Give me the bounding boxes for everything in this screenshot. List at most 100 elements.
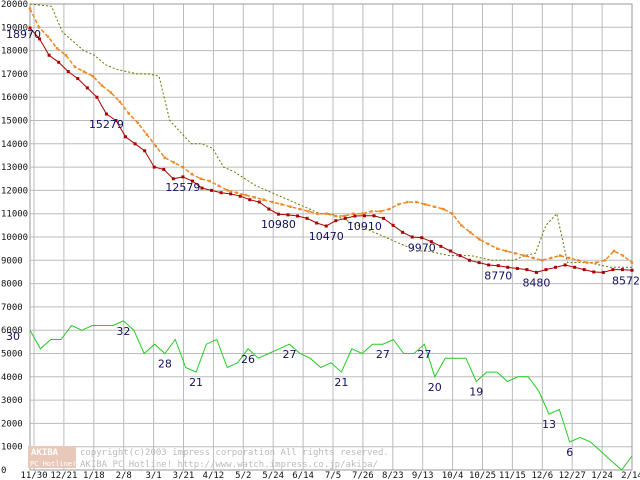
- data-point-min: [563, 263, 567, 267]
- data-point-avg: [280, 203, 283, 206]
- data-point-min: [152, 165, 156, 169]
- data-point-min: [410, 235, 414, 239]
- data-point-min: [181, 175, 185, 179]
- x-tick-label: 12/6: [531, 471, 553, 480]
- y-tick-label: 12000: [1, 186, 28, 196]
- data-point-avg: [361, 212, 364, 215]
- data-point-min: [66, 70, 70, 74]
- x-tick-label: 7/5: [325, 471, 341, 480]
- data-point-avg: [73, 65, 77, 69]
- data-point-avg: [612, 249, 616, 253]
- data-point-avg: [181, 165, 184, 169]
- y-tick-label: 1000: [1, 443, 23, 453]
- x-tick-label: 7/26: [352, 471, 374, 480]
- data-point-avg: [226, 189, 229, 192]
- data-point-min: [592, 270, 596, 274]
- data-point-min: [525, 268, 529, 272]
- data-point-min: [296, 214, 300, 218]
- y-tick-label: 15000: [1, 117, 28, 127]
- y-tick-label: 19000: [1, 23, 28, 33]
- x-tick-label: 4/12: [203, 471, 225, 480]
- watermark-logo-top: AKIBA: [31, 448, 59, 458]
- data-point-min: [353, 214, 357, 218]
- data-point-min: [544, 268, 548, 272]
- data-label-count: 27: [417, 348, 431, 361]
- data-point-avg: [567, 256, 571, 260]
- x-tick-label: 10/4: [442, 471, 464, 480]
- data-point-avg: [406, 200, 409, 204]
- x-tick-label: 5/24: [262, 471, 284, 480]
- data-point-avg: [397, 203, 400, 206]
- data-point-avg: [28, 7, 32, 10]
- data-label-min: 15279: [89, 118, 124, 131]
- data-point-avg: [505, 249, 508, 253]
- data-point-avg: [478, 238, 481, 241]
- data-point-min: [382, 216, 386, 220]
- watermark-url: AKIBA PC Hotline! http://www.watch.impre…: [80, 460, 378, 470]
- y-tick-label: 14000: [1, 140, 28, 150]
- data-point-min: [487, 263, 491, 267]
- x-axis: 11/30 12/21 1/18 2/8 3/1 3/21 4/12 5/2 5/24 6/14 7…: [20, 471, 640, 480]
- data-point-min: [248, 198, 252, 202]
- data-label-count: 26: [241, 353, 255, 366]
- series-lines: [28, 3, 634, 471]
- data-point-avg: [370, 210, 373, 213]
- data-point-avg: [522, 254, 526, 257]
- y-tick-label: 2000: [1, 419, 23, 429]
- data-point-min: [219, 191, 223, 195]
- series-line-min: [29, 27, 633, 273]
- data-label-count: 13: [542, 418, 556, 431]
- data-point-avg: [172, 161, 175, 164]
- data-point-min: [171, 177, 175, 181]
- data-label-count: 27: [282, 348, 296, 361]
- data-point-avg: [82, 70, 86, 73]
- y-tick-label: 5000: [1, 350, 23, 360]
- watermark-copyright: copyright(c)2003 impress corporation All…: [80, 448, 389, 458]
- data-point-avg: [145, 133, 149, 136]
- data-label-min: 10980: [261, 218, 296, 231]
- data-point-avg: [513, 252, 517, 255]
- data-point-min: [401, 230, 405, 234]
- data-point-avg: [289, 205, 292, 208]
- data-point-avg: [334, 214, 337, 218]
- data-point-avg: [531, 256, 535, 260]
- data-label-count: 28: [158, 358, 172, 371]
- data-point-avg: [253, 196, 256, 199]
- data-point-min: [506, 265, 510, 269]
- watermark: AKIBA PC Hotline! copyright(c)2003 impre…: [28, 446, 389, 470]
- data-point-avg: [603, 259, 607, 262]
- data-point-avg: [451, 212, 454, 215]
- data-point-avg: [585, 261, 589, 264]
- data-point-min: [229, 192, 233, 196]
- data-label-count: 27: [376, 348, 390, 361]
- data-label-count: 32: [116, 325, 130, 338]
- data-point-avg: [379, 210, 382, 213]
- data-point-min: [76, 77, 80, 81]
- data-point-min: [391, 223, 395, 227]
- data-label-min: 12579: [165, 181, 200, 194]
- data-point-min: [190, 179, 194, 183]
- data-point-min: [143, 149, 147, 153]
- data-point-avg: [109, 91, 113, 94]
- data-point-avg: [100, 84, 104, 87]
- y-tick-label: 10000: [1, 233, 28, 243]
- data-point-min: [133, 142, 137, 146]
- grid-lines: [29, 3, 633, 471]
- data-point-avg: [558, 254, 562, 257]
- data-point-avg: [487, 242, 490, 246]
- y-tick-label: 17000: [1, 70, 28, 80]
- data-point-min: [496, 264, 500, 268]
- data-label-min: 8480: [522, 276, 550, 289]
- data-point-min: [573, 265, 577, 269]
- data-point-avg: [55, 47, 59, 50]
- data-label-count: 21: [189, 376, 203, 389]
- data-point-min: [315, 221, 319, 225]
- data-point-min: [95, 95, 99, 99]
- data-point-min: [515, 266, 519, 270]
- data-point-min: [601, 270, 605, 274]
- data-label-count: 20: [428, 381, 442, 394]
- data-point-avg: [127, 112, 131, 115]
- watermark-logo-box: [28, 446, 76, 468]
- data-label-count: 19: [469, 385, 483, 398]
